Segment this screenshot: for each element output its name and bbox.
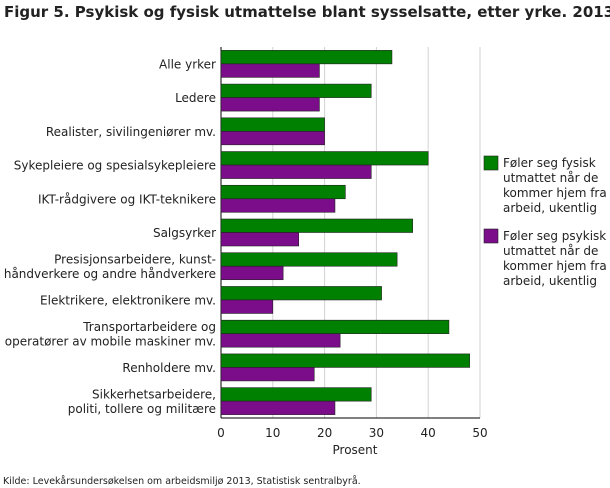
bar: [220, 353, 470, 368]
legend-label: Føler seg fysisk: [503, 156, 596, 170]
category-label: politi, tollere og militære: [68, 402, 216, 416]
bar: [220, 218, 413, 233]
category-labels: Alle yrker Ledere Realister, sivilingeniør…: [4, 57, 216, 416]
source-note: Kilde: Levekårsundersøkelsen om arbeidsm…: [3, 476, 361, 487]
bar: [220, 184, 346, 200]
bar: [220, 232, 299, 247]
bar: [220, 367, 315, 382]
category-label: Salgsyrker: [153, 226, 216, 240]
category-label: Elektrikere, elektronikere mv.: [40, 293, 216, 307]
bar: [220, 151, 429, 166]
bar: [220, 198, 336, 213]
bars: [220, 50, 470, 415]
bar: [220, 319, 450, 334]
category-label: Ledere: [175, 91, 216, 105]
category-label: operatører av mobile maskiner mv.: [5, 334, 216, 348]
category-label: Realister, sivilingeniører mv.: [46, 125, 216, 139]
bar: [220, 83, 372, 98]
legend-label: kommer hjem fra: [503, 186, 607, 200]
bar: [220, 265, 284, 281]
category-label: Transportarbeidere og: [82, 320, 216, 334]
bar: [220, 97, 320, 112]
bar: [220, 252, 398, 267]
legend-label: Føler seg psykisk: [503, 229, 606, 243]
bar: [220, 50, 393, 65]
category-label: Sykepleiere og spesialsykepleiere: [14, 159, 216, 173]
category-label: Alle yrker: [159, 57, 216, 71]
x-tick-label: 20: [317, 426, 332, 440]
legend-swatch: [483, 228, 499, 244]
legend-label: arbeid, ukentlig: [503, 274, 597, 288]
x-axis: 0 10 20 30 40 50: [217, 426, 487, 440]
chart-title: Figur 5. Psykisk og fysisk utmattelse bl…: [4, 3, 610, 21]
category-label: Sikkerhetsarbeidere,: [92, 387, 216, 401]
bar: [220, 117, 325, 132]
bar: [220, 286, 382, 301]
category-label: Renholdere mv.: [122, 361, 216, 375]
bar: [220, 63, 320, 78]
legend-label: utmattet når de: [503, 244, 598, 258]
bar: [220, 131, 325, 146]
legend-swatch: [483, 155, 499, 171]
x-tick-label: 30: [369, 426, 384, 440]
category-label: Presisjonsarbeidere, kunst-: [54, 252, 216, 266]
bar: [220, 299, 274, 314]
legend-label: kommer hjem fra: [503, 259, 607, 273]
x-tick-label: 40: [421, 426, 436, 440]
legend-label: utmattet når de: [503, 171, 598, 185]
x-tick-label: 10: [265, 426, 280, 440]
legend-label: arbeid, ukentlig: [503, 201, 597, 215]
x-axis-label: Prosent: [333, 443, 378, 457]
x-tick-label: 50: [472, 426, 487, 440]
bar: [220, 400, 336, 415]
category-label: håndverkere og andre håndverkere: [4, 267, 216, 281]
category-label: IKT-rådgivere og IKT-teknikere: [38, 192, 216, 206]
bar: [220, 333, 341, 348]
bar: [220, 387, 372, 402]
bar: [220, 164, 372, 179]
x-tick-label: 0: [217, 426, 225, 440]
